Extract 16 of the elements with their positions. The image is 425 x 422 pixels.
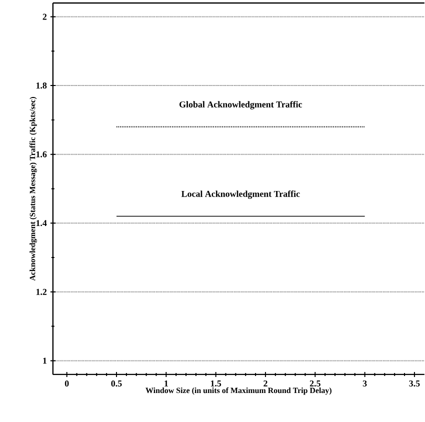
x-tick-label: 3	[362, 380, 367, 386]
x-tick-label: 3.5	[409, 380, 420, 386]
y-tick-label: 2	[42, 14, 47, 20]
annotation: Local Acknowledgment Traffic	[181, 190, 300, 199]
annotation: Global Acknowledgment Traffic	[179, 100, 302, 110]
y-tick-label: 1.6	[36, 151, 47, 158]
x-tick-label: 0.5	[111, 380, 122, 386]
y-tick-label: 1	[43, 358, 46, 364]
x-tick-label: 0	[64, 380, 69, 386]
x-tick-label: 2.5	[310, 380, 320, 386]
x-tick-label: 1.5	[210, 380, 222, 386]
y-tick-label: 1.4	[36, 220, 47, 226]
y-tick-label: 1.8	[36, 82, 47, 88]
x-tick-label: 2	[264, 380, 268, 386]
x-tick-label: 1	[164, 380, 168, 386]
y-tick-label: 1.2	[36, 288, 47, 295]
